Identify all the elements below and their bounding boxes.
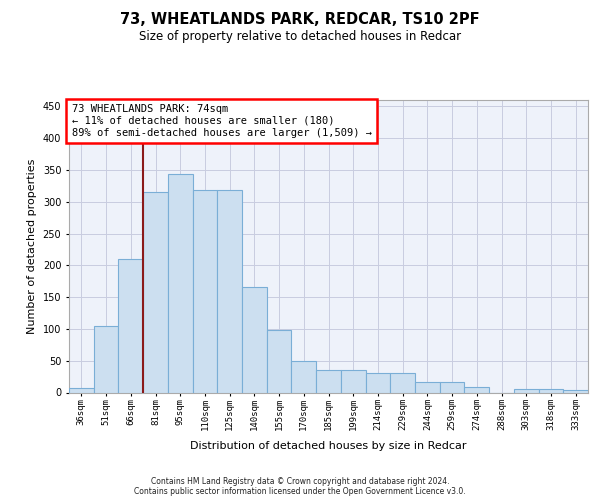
Bar	[440, 382, 464, 392]
Bar	[168, 174, 193, 392]
Bar	[217, 190, 242, 392]
Bar	[539, 388, 563, 392]
Bar	[242, 287, 267, 393]
Text: Size of property relative to detached houses in Redcar: Size of property relative to detached ho…	[139, 30, 461, 43]
Bar	[118, 259, 143, 392]
Bar	[267, 330, 292, 392]
Bar	[69, 388, 94, 392]
Y-axis label: Number of detached properties: Number of detached properties	[27, 158, 37, 334]
Bar	[415, 382, 440, 392]
Bar	[514, 388, 539, 392]
Bar	[563, 390, 588, 392]
Bar	[365, 374, 390, 392]
Bar	[193, 190, 217, 392]
Bar	[390, 374, 415, 392]
Text: 73, WHEATLANDS PARK, REDCAR, TS10 2PF: 73, WHEATLANDS PARK, REDCAR, TS10 2PF	[120, 12, 480, 28]
Text: Contains HM Land Registry data © Crown copyright and database right 2024.
Contai: Contains HM Land Registry data © Crown c…	[134, 476, 466, 496]
Bar	[341, 370, 365, 392]
Bar	[316, 370, 341, 392]
Bar	[292, 360, 316, 392]
Text: 73 WHEATLANDS PARK: 74sqm
← 11% of detached houses are smaller (180)
89% of semi: 73 WHEATLANDS PARK: 74sqm ← 11% of detac…	[71, 104, 371, 138]
Bar	[94, 326, 118, 392]
Bar	[143, 192, 168, 392]
Bar	[464, 387, 489, 392]
X-axis label: Distribution of detached houses by size in Redcar: Distribution of detached houses by size …	[190, 442, 467, 452]
